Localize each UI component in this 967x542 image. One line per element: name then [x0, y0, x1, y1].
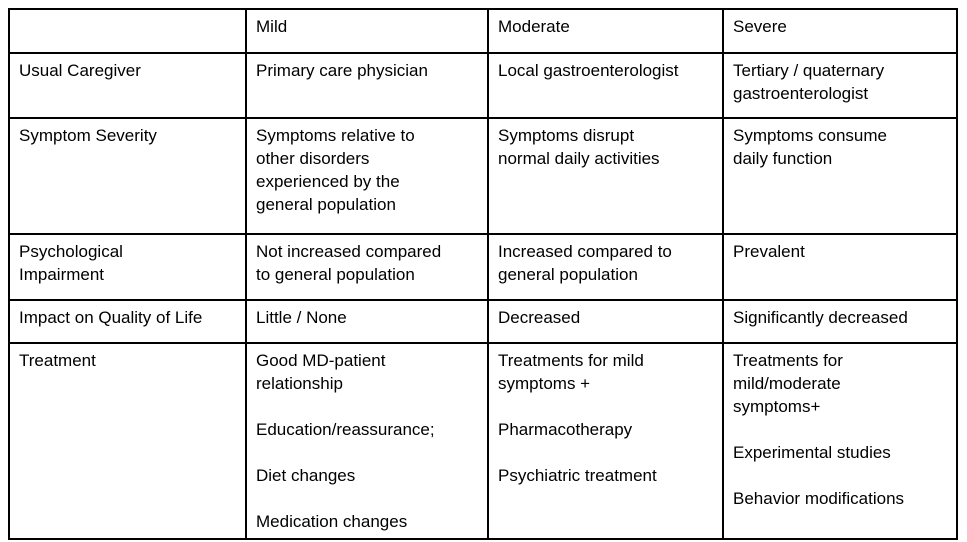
table-cell: Good MD-patient relationship Education/r… — [245, 342, 489, 540]
table-cell: Symptoms consume daily function — [722, 117, 958, 235]
table-cell: Tertiary / quaternary gastroenterologist — [722, 52, 958, 119]
row-label: Impact on Quality of Life — [8, 299, 247, 344]
row-label: Treatment — [8, 342, 247, 540]
row-label: Psychological Impairment — [8, 233, 247, 301]
column-header-severe: Severe — [722, 8, 958, 54]
table-cell: Increased compared to general population — [487, 233, 724, 301]
table-cell: Local gastroenterologist — [487, 52, 724, 119]
severity-comparison-table: Mild Moderate Severe Usual Caregiver Pri… — [8, 8, 958, 540]
table-cell: Little / None — [245, 299, 489, 344]
row-label: Symptom Severity — [8, 117, 247, 235]
header-row: Mild Moderate Severe — [8, 8, 958, 54]
table-cell: Symptoms disrupt normal daily activities — [487, 117, 724, 235]
column-header-moderate: Moderate — [487, 8, 724, 54]
table-cell: Not increased compared to general popula… — [245, 233, 489, 301]
table-cell: Decreased — [487, 299, 724, 344]
corner-cell — [8, 8, 247, 54]
table-cell: Treatments for mild/moderate symptoms+ E… — [722, 342, 958, 540]
row-psychological-impairment: Psychological Impairment Not increased c… — [8, 233, 958, 301]
column-header-mild: Mild — [245, 8, 489, 54]
table-cell: Prevalent — [722, 233, 958, 301]
row-usual-caregiver: Usual Caregiver Primary care physician L… — [8, 52, 958, 119]
row-impact-quality-of-life: Impact on Quality of Life Little / None … — [8, 299, 958, 344]
table-cell: Significantly decreased — [722, 299, 958, 344]
table-cell: Treatments for mild symptoms + Pharmacot… — [487, 342, 724, 540]
table-cell: Symptoms relative to other disorders exp… — [245, 117, 489, 235]
table-cell: Primary care physician — [245, 52, 489, 119]
row-symptom-severity: Symptom Severity Symptoms relative to ot… — [8, 117, 958, 235]
row-treatment: Treatment Good MD-patient relationship E… — [8, 342, 958, 540]
row-label: Usual Caregiver — [8, 52, 247, 119]
